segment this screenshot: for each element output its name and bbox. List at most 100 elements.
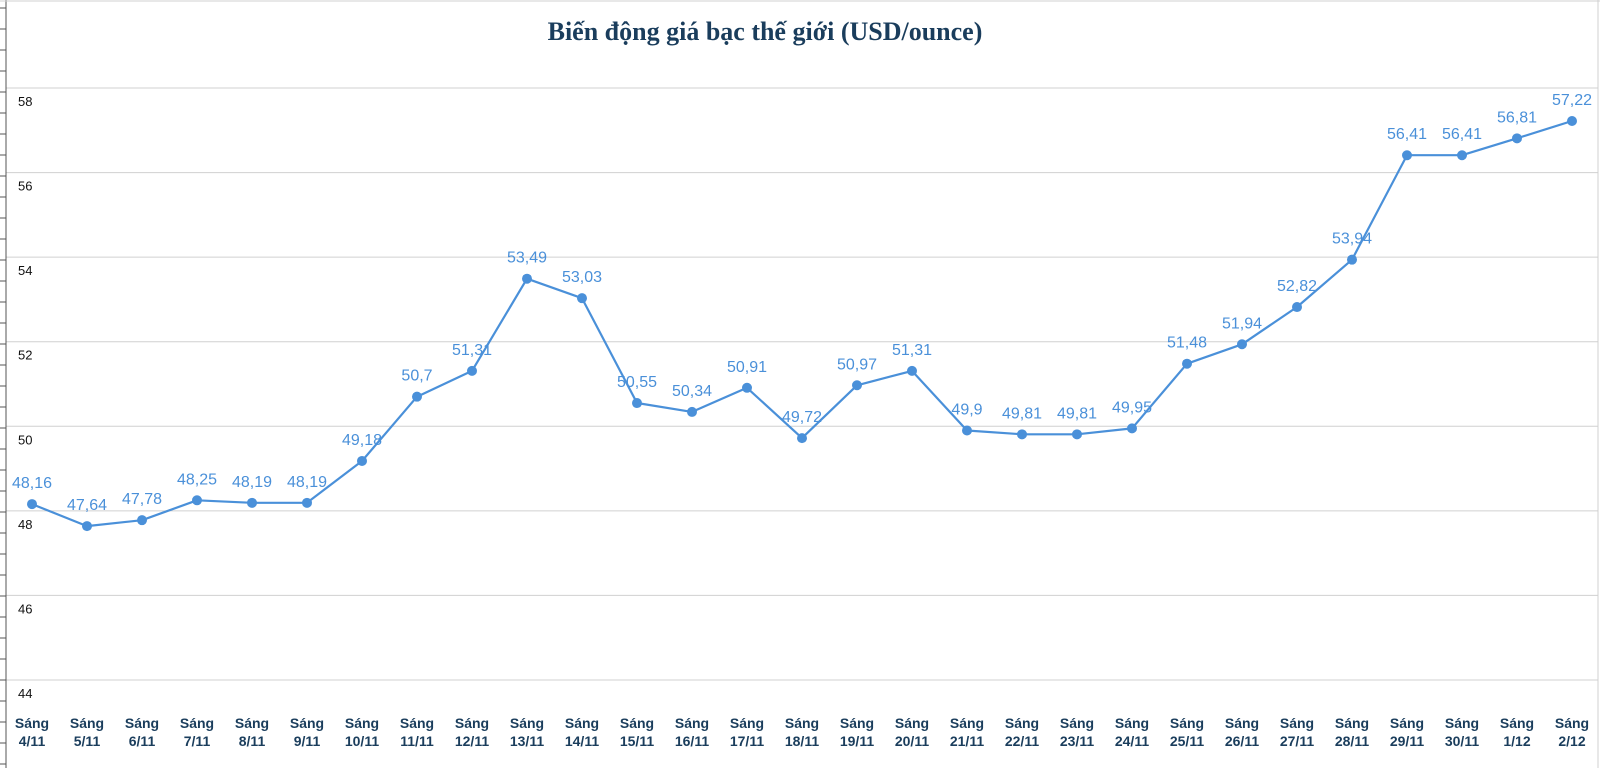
- data-label: 51,31: [892, 342, 932, 359]
- x-tick-label: Sáng 8/11: [235, 715, 269, 749]
- series-layer: [31, 119, 1573, 528]
- data-point: [852, 380, 862, 391]
- x-tick-label: Sáng 9/11: [290, 715, 324, 749]
- data-point: [247, 497, 257, 508]
- data-point: [412, 391, 422, 402]
- data-point: [577, 293, 587, 304]
- data-label: 50,97: [837, 356, 877, 373]
- x-axis-labels: Sáng 4/11 Sáng 5/11 Sáng 6/11 Sáng 7/11 Sáng 8/11…: [15, 715, 1589, 749]
- data-label: 49,81: [1002, 405, 1042, 422]
- y-tick-label: 44: [18, 686, 32, 701]
- x-tick-label: Sáng 14/11: [565, 715, 599, 749]
- data-label: 53,49: [507, 250, 547, 267]
- data-label: 50,7: [401, 368, 432, 385]
- x-tick-label: Sáng 10/11: [345, 715, 379, 749]
- data-label: 56,41: [1442, 126, 1482, 143]
- data-label: 53,03: [562, 269, 602, 286]
- points-layer: [27, 115, 1577, 532]
- data-label: 56,81: [1497, 109, 1537, 126]
- x-tick-label: Sáng 29/11: [1390, 715, 1424, 749]
- grid-layer: [6, 87, 1598, 681]
- data-label: 56,41: [1387, 126, 1427, 143]
- data-point: [1512, 133, 1522, 144]
- y-tick-label: 56: [18, 179, 32, 194]
- data-point: [1072, 429, 1082, 440]
- x-tick-label: Sáng 2/12: [1555, 715, 1589, 749]
- data-label: 49,72: [782, 409, 822, 426]
- data-point: [1182, 358, 1192, 369]
- y-tick-label: 52: [18, 348, 32, 363]
- x-tick-label: Sáng 12/11: [455, 715, 489, 749]
- x-tick-label: Sáng 7/11: [180, 715, 214, 749]
- data-point: [1457, 150, 1467, 161]
- x-tick-label: Sáng 15/11: [620, 715, 654, 749]
- data-point: [522, 273, 532, 284]
- data-point: [192, 495, 202, 506]
- x-tick-label: Sáng 28/11: [1335, 715, 1369, 749]
- x-tick-label: Sáng 16/11: [675, 715, 709, 749]
- data-label: 53,94: [1332, 231, 1372, 248]
- x-tick-label: Sáng 5/11: [70, 715, 104, 749]
- x-tick-label: Sáng 19/11: [840, 715, 874, 749]
- data-label: 48,16: [12, 475, 52, 492]
- x-tick-label: Sáng 22/11: [1005, 715, 1039, 749]
- data-label: 50,91: [727, 359, 767, 376]
- data-label: 48,19: [232, 474, 272, 491]
- data-point: [1292, 302, 1302, 313]
- data-point: [467, 365, 477, 376]
- y-tick-label: 54: [18, 263, 32, 278]
- x-tick-label: Sáng 20/11: [895, 715, 929, 749]
- data-point: [632, 398, 642, 409]
- data-label: 51,48: [1167, 335, 1207, 352]
- data-label: 49,18: [342, 432, 382, 449]
- chart-title: Biến động giá bạc thế giới (USD/ounce): [548, 17, 983, 46]
- data-point: [357, 455, 367, 466]
- data-labels-layer: 48,16 47,64 47,78 48,25 48,19 48,19 49,18 50,7 5…: [12, 92, 1592, 514]
- data-label: 50,34: [672, 383, 712, 400]
- data-label: 49,81: [1057, 405, 1097, 422]
- data-point: [797, 433, 807, 444]
- y-tick-label: 50: [18, 432, 32, 447]
- y-tick-label: 46: [18, 601, 32, 616]
- data-label: 49,95: [1112, 399, 1152, 416]
- data-label: 57,22: [1552, 92, 1592, 109]
- data-label: 50,55: [617, 374, 657, 391]
- x-tick-label: Sáng 6/11: [125, 715, 159, 749]
- data-label: 48,25: [177, 471, 217, 488]
- x-tick-label: Sáng 30/11: [1445, 715, 1479, 749]
- data-point: [1567, 115, 1577, 126]
- data-point: [962, 425, 972, 436]
- data-label: 47,78: [122, 491, 162, 508]
- data-point: [27, 499, 37, 510]
- data-label: 49,9: [951, 402, 982, 419]
- x-tick-label: Sáng 1/12: [1500, 715, 1534, 749]
- y-tick-label: 58: [18, 94, 32, 109]
- data-label: 52,82: [1277, 278, 1317, 295]
- x-tick-label: Sáng 27/11: [1280, 715, 1314, 749]
- x-tick-label: Sáng 21/11: [950, 715, 984, 749]
- series-line: [31, 119, 1573, 528]
- data-point: [1402, 150, 1412, 161]
- x-tick-label: Sáng 25/11: [1170, 715, 1204, 749]
- x-tick-label: Sáng 4/11: [15, 715, 49, 749]
- data-point: [1237, 339, 1247, 350]
- x-tick-label: Sáng 13/11: [510, 715, 544, 749]
- data-point: [82, 521, 92, 532]
- data-point: [302, 497, 312, 508]
- data-label: 47,64: [67, 497, 107, 514]
- x-tick-label: Sáng 11/11: [400, 715, 434, 749]
- x-tick-label: Sáng 23/11: [1060, 715, 1094, 749]
- data-point: [907, 365, 917, 376]
- data-label: 51,31: [452, 342, 492, 359]
- data-label: 51,94: [1222, 315, 1262, 332]
- data-point: [1347, 254, 1357, 265]
- data-point: [687, 406, 697, 417]
- data-point: [137, 515, 147, 526]
- x-tick-label: Sáng 17/11: [730, 715, 764, 749]
- data-point: [1127, 423, 1137, 434]
- y-tick-label: 48: [18, 517, 32, 532]
- x-tick-label: Sáng 24/11: [1115, 715, 1149, 749]
